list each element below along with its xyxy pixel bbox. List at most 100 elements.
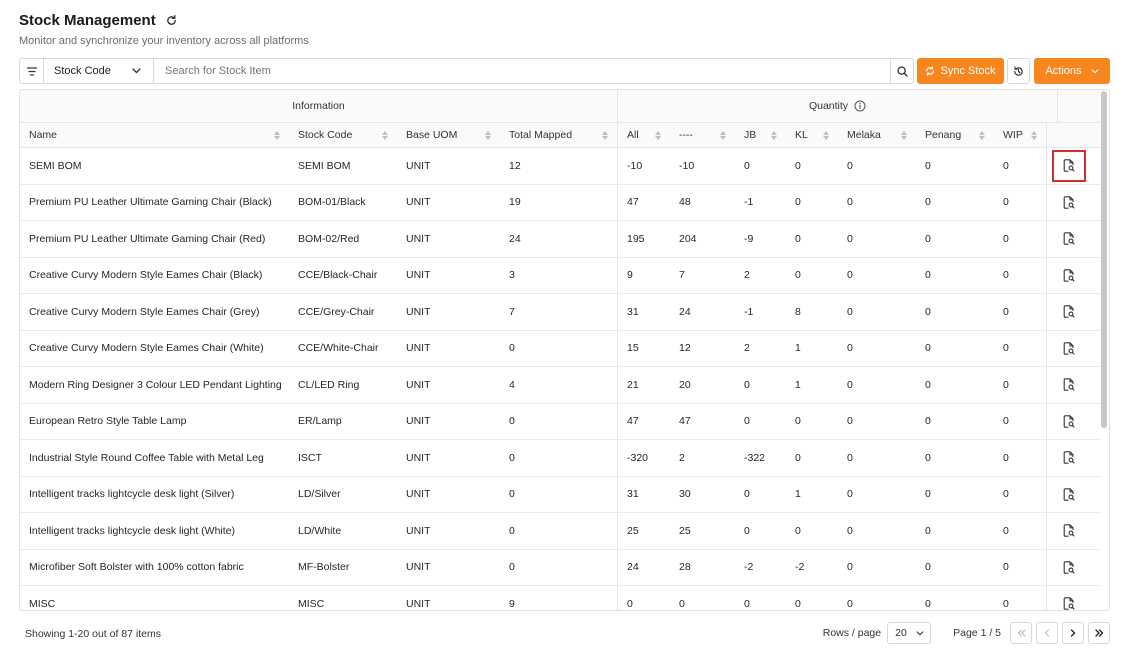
cell-actions	[1047, 294, 1090, 330]
document-search-icon[interactable]	[1052, 588, 1086, 610]
column-header-jb[interactable]: JB	[735, 123, 786, 147]
cell-kl: 0	[795, 524, 801, 537]
table-row[interactable]: European Retro Style Table Lamp ER/Lamp UN…	[20, 403, 1101, 440]
column-header-total-mapped[interactable]: Total Mapped	[500, 123, 618, 147]
sort-icon[interactable]	[654, 130, 662, 141]
sort-icon[interactable]	[900, 130, 908, 141]
column-header-name[interactable]: Name	[20, 123, 289, 147]
column-header-kl[interactable]: KL	[786, 123, 838, 147]
document-search-icon[interactable]	[1052, 478, 1086, 510]
document-search-icon[interactable]	[1052, 223, 1086, 255]
cell-base-uom: UNIT	[406, 269, 431, 282]
cell-kl: 0	[795, 269, 801, 282]
actions-button[interactable]: Actions	[1034, 58, 1110, 84]
document-search-icon[interactable]	[1052, 551, 1086, 583]
vertical-scrollbar[interactable]	[1101, 91, 1107, 428]
sort-icon[interactable]	[1030, 130, 1038, 141]
cell-jb: 2	[744, 342, 750, 355]
search-input[interactable]	[154, 58, 891, 84]
next-page-button[interactable]	[1062, 622, 1084, 644]
history-button[interactable]	[1007, 58, 1030, 84]
info-icon[interactable]	[854, 100, 866, 112]
column-header-penang[interactable]: Penang	[916, 123, 994, 147]
cell-kl: -2	[795, 561, 805, 574]
search-field-select[interactable]: Stock Code	[44, 58, 154, 84]
cell-base-uom: UNIT	[406, 196, 431, 209]
table-row[interactable]: MISC MISC UNIT 9 0 0 0 0 0 0 0	[20, 586, 1101, 610]
cell-all: -320	[627, 451, 649, 464]
cell-wip: 0	[994, 330, 1047, 366]
document-search-icon[interactable]	[1052, 296, 1086, 328]
document-search-icon[interactable]	[1052, 405, 1086, 437]
document-search-icon[interactable]	[1052, 442, 1086, 474]
sort-icon[interactable]	[978, 130, 986, 141]
document-search-icon[interactable]	[1052, 186, 1086, 218]
document-search-icon[interactable]	[1052, 332, 1086, 364]
table-row[interactable]: Intelligent tracks lightcycle desk light…	[20, 513, 1101, 550]
cell-actions	[1047, 185, 1090, 221]
chevron-left-icon	[1044, 629, 1050, 637]
cell-actions	[1047, 331, 1090, 367]
column-header-stock-code[interactable]: Stock Code	[289, 123, 397, 147]
table-row[interactable]: Modern Ring Designer 3 Colour LED Pendan…	[20, 367, 1101, 404]
cell-total-mapped: 19	[500, 184, 618, 220]
cell-wip: 0	[994, 294, 1047, 330]
double-chevron-left-icon	[1017, 629, 1026, 637]
document-search-icon[interactable]	[1051, 149, 1086, 182]
sort-icon[interactable]	[381, 130, 389, 141]
sort-icon[interactable]	[273, 130, 281, 141]
cell-wip: 0	[994, 549, 1047, 585]
cell-jb: 0	[744, 524, 750, 537]
sort-icon[interactable]	[601, 130, 609, 141]
column-header-base-uom[interactable]: Base UOM	[397, 123, 500, 147]
table-row[interactable]: Industrial Style Round Coffee Table with…	[20, 440, 1101, 477]
table-row[interactable]: Premium PU Leather Ultimate Gaming Chair…	[20, 184, 1101, 221]
cell-base-uom: UNIT	[406, 305, 431, 318]
cell-penang: 0	[925, 524, 931, 537]
column-header-wip[interactable]: WIP	[994, 123, 1047, 147]
cell-all: -10	[627, 159, 643, 172]
column-header-melaka[interactable]: Melaka	[838, 123, 916, 147]
column-header-all[interactable]: All	[618, 123, 670, 147]
table-row[interactable]: Intelligent tracks lightcycle desk light…	[20, 476, 1101, 513]
cell-base-uom: UNIT	[406, 561, 431, 574]
table-row[interactable]: SEMI BOM SEMI BOM UNIT 12 -10 -10 0 0 0 0 0	[20, 148, 1101, 185]
sync-stock-button[interactable]: Sync Stock	[917, 58, 1004, 84]
cell-dash: 2	[679, 451, 685, 464]
document-search-icon[interactable]	[1052, 369, 1086, 401]
table-row[interactable]: Creative Curvy Modern Style Eames Chair …	[20, 330, 1101, 367]
cell-wip: 0	[994, 367, 1047, 403]
document-search-icon[interactable]	[1052, 515, 1086, 547]
cell-name: MISC	[29, 597, 56, 610]
cell-kl: 1	[795, 488, 801, 501]
cell-penang: 0	[925, 232, 931, 245]
document-search-icon[interactable]	[1052, 259, 1086, 291]
cell-penang: 0	[925, 378, 931, 391]
cell-total-mapped: 7	[500, 294, 618, 330]
table-row[interactable]: Creative Curvy Modern Style Eames Chair …	[20, 257, 1101, 294]
cell-stock-code: MISC	[298, 597, 325, 610]
sort-icon[interactable]	[822, 130, 830, 141]
last-page-button[interactable]	[1088, 622, 1110, 644]
sort-icon[interactable]	[719, 130, 727, 141]
page-header: Stock Management	[19, 12, 179, 29]
sort-icon[interactable]	[484, 130, 492, 141]
previous-page-button[interactable]	[1036, 622, 1058, 644]
refresh-icon[interactable]	[165, 14, 179, 28]
table-row[interactable]: Microfiber Soft Bolster with 100% cotton…	[20, 549, 1101, 586]
cell-total-mapped: 9	[500, 586, 618, 610]
column-header-dash[interactable]: ----	[670, 123, 735, 147]
cell-dash: 24	[679, 305, 691, 318]
search-button[interactable]	[891, 58, 914, 84]
cell-dash: 204	[679, 232, 697, 245]
first-page-button[interactable]	[1010, 622, 1032, 644]
rows-per-page-select[interactable]: 20	[887, 622, 932, 644]
cell-base-uom: UNIT	[406, 488, 431, 501]
table-row[interactable]: Premium PU Leather Ultimate Gaming Chair…	[20, 221, 1101, 258]
filter-button[interactable]	[19, 58, 44, 84]
cell-actions	[1047, 440, 1090, 476]
cell-melaka: 0	[847, 378, 853, 391]
cell-penang: 0	[925, 159, 931, 172]
sort-icon[interactable]	[770, 130, 778, 141]
table-row[interactable]: Creative Curvy Modern Style Eames Chair …	[20, 294, 1101, 331]
